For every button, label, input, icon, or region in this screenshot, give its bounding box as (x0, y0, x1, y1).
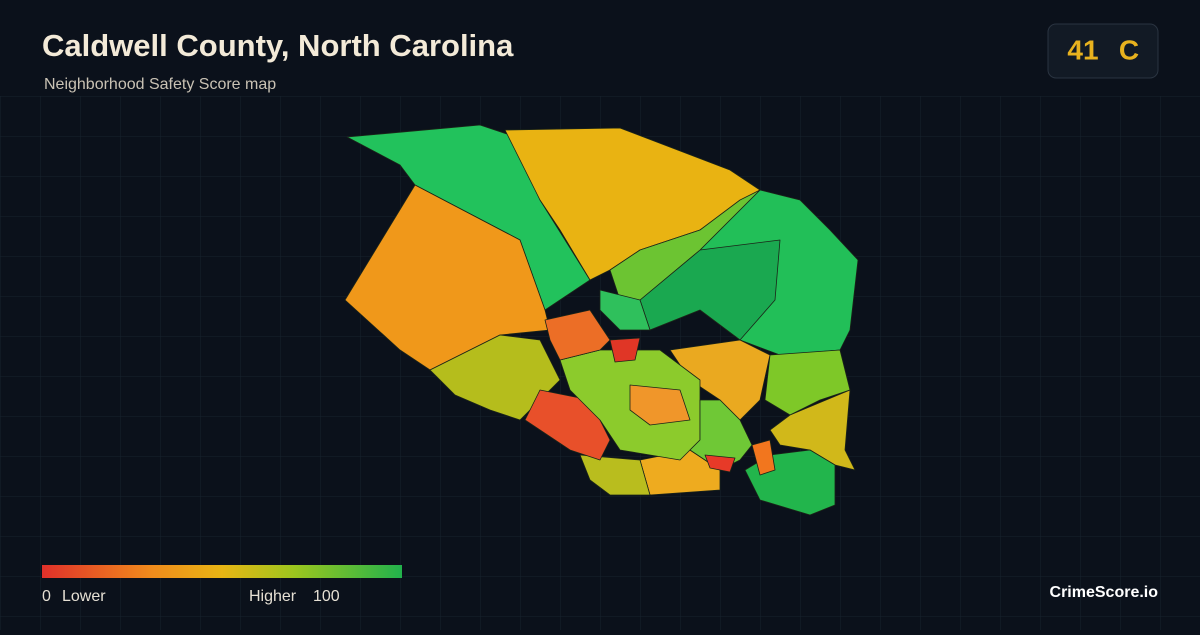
score-box (1047, 23, 1159, 79)
title: Caldwell County, North Carolina (42, 28, 514, 63)
region (544, 309, 611, 361)
region (599, 289, 651, 331)
score-grade: C (1119, 34, 1139, 65)
subtitle: Neighborhood Safety Score map (44, 76, 276, 93)
region (629, 384, 691, 426)
region (704, 454, 736, 473)
legend-max-label: Higher (249, 588, 297, 605)
legend-min: 0 (42, 588, 51, 605)
legend-max: 100 (313, 588, 340, 605)
legend-min-label: Lower (62, 588, 106, 605)
region (689, 399, 753, 471)
brand: CrimeScore.io (1050, 584, 1159, 601)
region (751, 439, 776, 476)
legend-scale (42, 565, 402, 578)
region (346, 124, 591, 311)
region (579, 454, 651, 496)
score-value: 41 (1067, 34, 1098, 65)
county-map (344, 124, 859, 516)
region (764, 349, 851, 416)
region (609, 337, 641, 363)
